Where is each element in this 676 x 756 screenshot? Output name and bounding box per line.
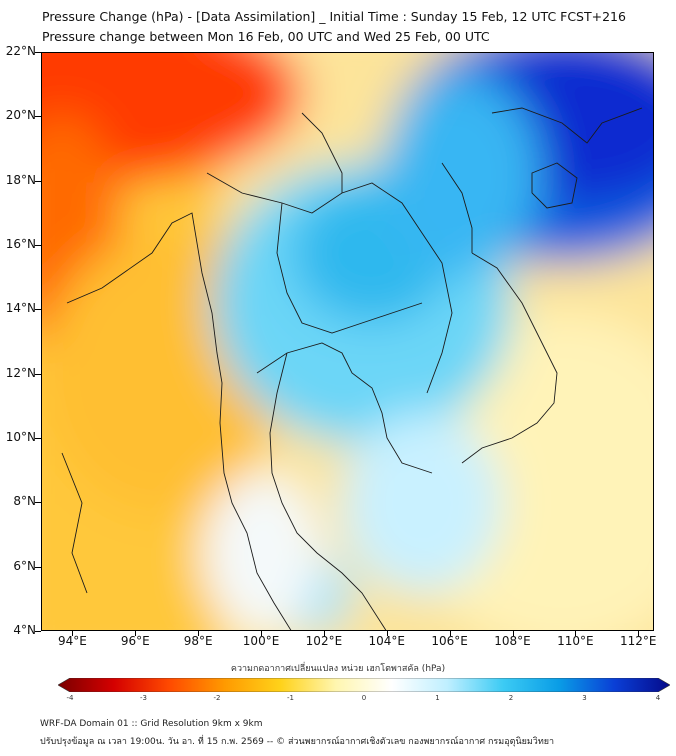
- lat-tick-label: 22°N: [5, 44, 36, 58]
- lat-tick-mark: [35, 52, 41, 53]
- lon-tick-mark: [323, 631, 325, 636]
- lat-tick-mark: [35, 245, 41, 246]
- pressure-change-map: [41, 52, 654, 631]
- lon-tick-mark: [512, 631, 514, 636]
- lat-tick-mark: [35, 180, 41, 182]
- footer-model-info: WRF-DA Domain 01 :: Grid Resolution 9km …: [40, 719, 263, 729]
- colorbar-tick-label: -4: [66, 694, 74, 702]
- lon-tick-label: 96°E: [120, 634, 150, 648]
- lon-tick-mark: [638, 631, 640, 636]
- lat-tick-mark: [35, 502, 41, 504]
- lat-tick-mark: [35, 566, 41, 568]
- colorbar-tick-label: -3: [140, 694, 147, 702]
- footer-credit: ปรับปรุงข้อมูล ณ เวลา 19:00น. วัน อา. ที…: [40, 737, 555, 747]
- lon-tick-label: 100°E: [242, 634, 280, 648]
- chart-subtitle: Pressure change between Mon 16 Feb, 00 U…: [42, 29, 490, 44]
- colorbar-tick-label: 0: [361, 694, 367, 702]
- lat-tick-label: 8°N: [13, 494, 36, 509]
- lon-tick-label: 108°E: [494, 634, 531, 648]
- lat-tick-label: 18°N: [5, 172, 36, 187]
- lon-tick-mark: [72, 631, 74, 636]
- coastlines: [61, 107, 643, 630]
- colorbar-tick-label: 1: [435, 694, 440, 702]
- lon-tick-label: 112°E: [620, 634, 657, 648]
- lon-tick-mark: [198, 631, 200, 636]
- lon-tick-label: 94°E: [57, 634, 87, 648]
- lat-tick-label: 20°N: [5, 108, 36, 123]
- lon-tick-mark: [575, 631, 577, 636]
- colorbar-tick-label: -2: [213, 694, 221, 702]
- colorbar-tick-label: 4: [655, 694, 661, 702]
- lon-tick-mark: [386, 631, 388, 636]
- pressure-field: [42, 53, 653, 630]
- lat-tick-label: 12°N: [5, 365, 36, 380]
- lat-tick-label: 14°N: [5, 301, 36, 316]
- lat-tick-mark: [35, 438, 41, 439]
- lat-tick-mark: [35, 373, 41, 375]
- lon-tick-mark: [135, 631, 137, 636]
- lon-tick-mark: [261, 631, 263, 636]
- lon-tick-label: 102°E: [305, 634, 343, 648]
- lon-tick-label: 98°E: [183, 634, 213, 648]
- colorbar-tick-label: 2: [508, 694, 514, 702]
- colorbar-label: ความกดอากาศเปลี่ยนแปลง หน่วย เฮกโตพาสคัล…: [230, 664, 446, 674]
- lat-tick-label: 10°N: [5, 430, 36, 444]
- lon-tick-mark: [449, 631, 451, 636]
- chart-title: Pressure Change (hPa) - [Data Assimilati…: [42, 9, 626, 24]
- lon-tick-label: 106°E: [431, 634, 468, 648]
- colorbar-tick-label: 3: [582, 694, 587, 702]
- colorbar-tick-label: -1: [287, 694, 294, 702]
- colorbar: [58, 678, 670, 692]
- lon-tick-label: 110°E: [557, 634, 594, 648]
- lat-tick-mark: [35, 309, 41, 311]
- map-canvas: [42, 53, 653, 630]
- lat-tick-label: 6°N: [13, 558, 36, 573]
- lon-tick-label: 104°E: [368, 634, 406, 648]
- lat-tick-mark: [35, 631, 41, 632]
- colorbar-body: [58, 678, 670, 692]
- lat-tick-label: 16°N: [5, 237, 36, 251]
- lat-tick-label: 4°N: [13, 623, 36, 637]
- lat-tick-mark: [35, 116, 41, 118]
